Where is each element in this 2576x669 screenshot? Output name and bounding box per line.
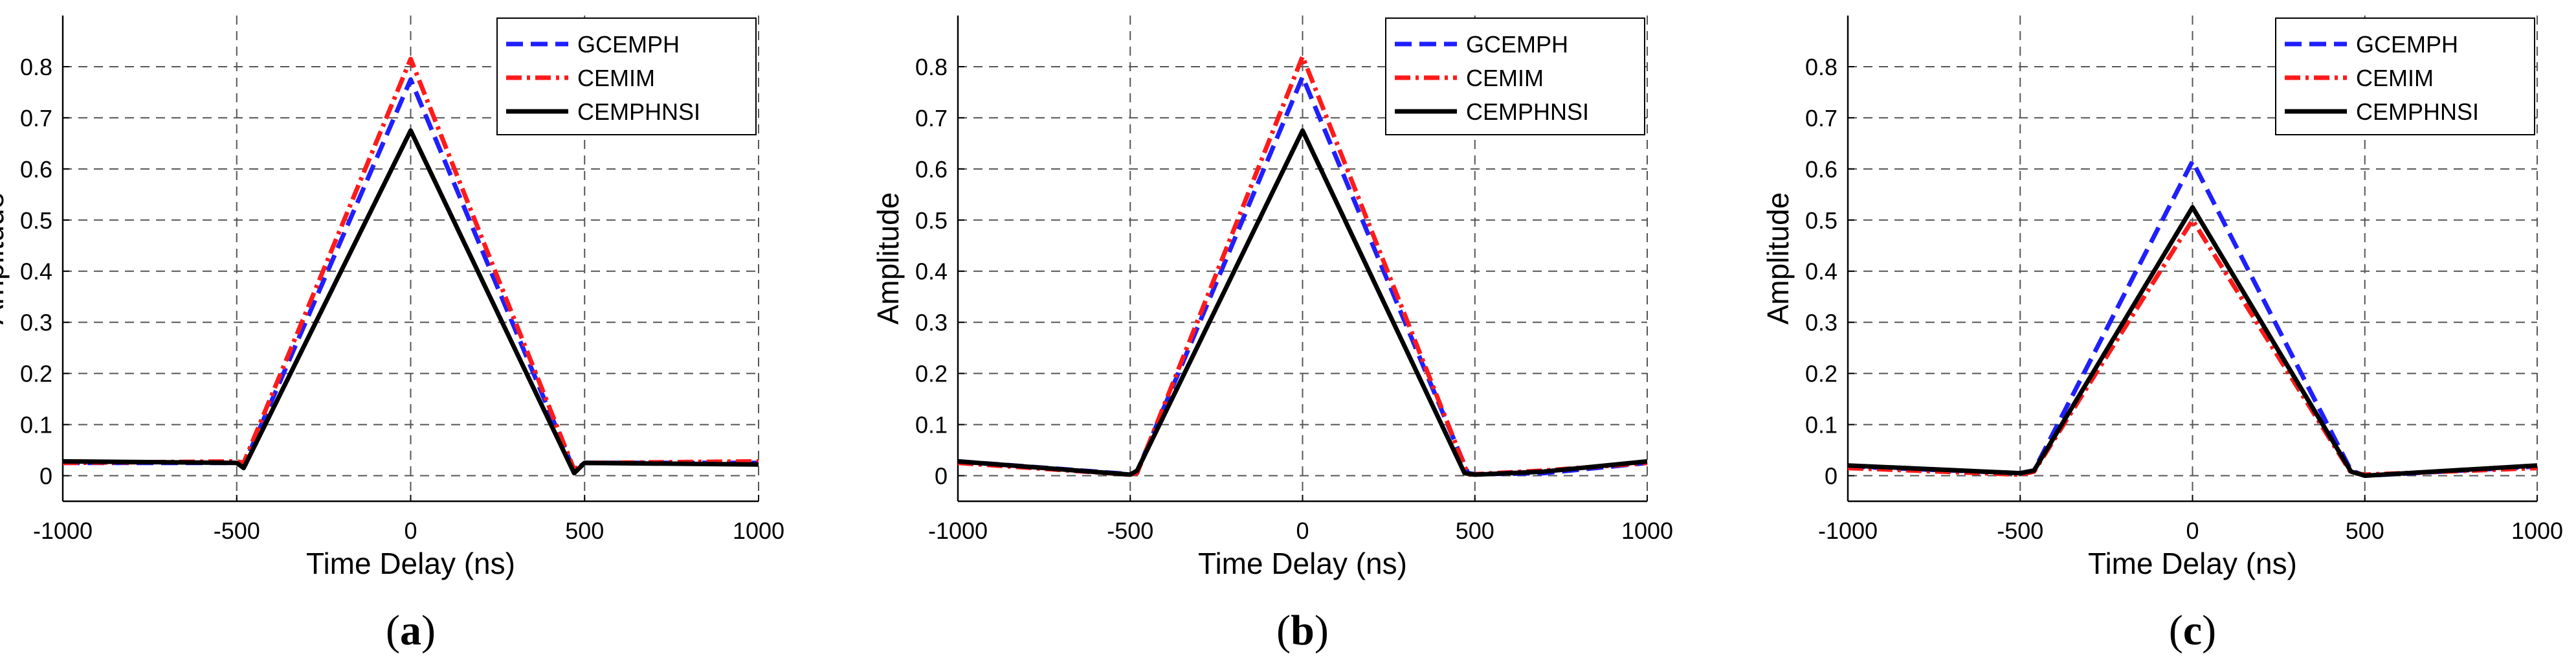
x-tick-label: 500 (1456, 517, 1494, 544)
x-tick-label: -1000 (33, 517, 93, 544)
panel-caption: (a) (386, 607, 436, 654)
x-axis-label: Time Delay (ns) (1198, 547, 1407, 580)
series-line-cemphnsi (62, 128, 759, 476)
y-tick-label: 0.7 (915, 105, 948, 131)
y-tick-label: 0.4 (1805, 258, 1838, 285)
y-tick-label: 0.5 (20, 207, 52, 234)
x-tick-label: 1000 (733, 517, 784, 544)
x-tick-label: 1000 (2511, 517, 2563, 544)
y-tick-label: 0 (935, 463, 948, 490)
legend: GCEMPH CEMIM CEMPHNSI (2275, 17, 2535, 135)
y-tick-label: 0.4 (20, 258, 52, 285)
y-tick-label: 0.2 (1805, 361, 1838, 387)
caption-letter: a (400, 607, 421, 654)
x-tick-label: -500 (1107, 517, 1153, 544)
x-axis-label: Time Delay (ns) (2088, 547, 2297, 580)
y-tick-label: 0.1 (20, 412, 52, 438)
legend-label-gcemph: GCEMPH (1466, 31, 1568, 58)
y-tick-label: 0.5 (915, 207, 948, 234)
caption-paren-open: ( (1276, 607, 1291, 654)
y-tick-label: 0.6 (1805, 156, 1838, 183)
y-tick-label: 0.8 (20, 54, 52, 80)
caption-paren-open: ( (2169, 607, 2183, 654)
x-tick-label: 0 (404, 517, 417, 544)
caption-paren-open: ( (386, 607, 400, 654)
x-tick-label: 0 (1296, 517, 1309, 544)
y-tick-label: 0.2 (915, 361, 948, 387)
legend-label-gcemph: GCEMPH (2356, 31, 2458, 58)
y-tick-label: 0.6 (915, 156, 948, 183)
legend-label-cemphnsi: CEMPHNSI (577, 98, 700, 125)
y-tick-label: 0.1 (1805, 412, 1838, 438)
x-tick-label: 0 (2186, 517, 2199, 544)
x-tick-label: 500 (2346, 517, 2384, 544)
y-tick-label: 0.4 (915, 258, 948, 285)
legend-label-cemphnsi: CEMPHNSI (1466, 98, 1589, 125)
y-tick-label: 0.3 (1805, 310, 1838, 336)
panel-caption: (b) (1276, 607, 1329, 654)
y-tick-label: 0.3 (20, 310, 52, 336)
series-line-cemphnsi (1847, 205, 2538, 478)
y-tick-label: 0.3 (915, 310, 948, 336)
chart-panel-a: -1000 -500 0 500 1000 0 0.1 0.2 0.3 0.4 0.5 0.6 0.7 0… (0, 16, 784, 654)
series-line-cemphnsi (957, 128, 1648, 477)
x-tick-label: -1000 (1818, 517, 1878, 544)
legend-label-cemphnsi: CEMPHNSI (2356, 98, 2479, 125)
x-tick-label: -500 (1997, 517, 2043, 544)
panel-caption: (c) (2169, 607, 2216, 654)
y-tick-label: 0.7 (20, 105, 52, 131)
caption-letter: c (2183, 607, 2202, 654)
x-tick-label: -1000 (928, 517, 988, 544)
chart-panel-c: -1000 -500 0 500 1000 0 0.1 0.2 0.3 0.4 0.5 0.6 0.7 0… (1761, 16, 2563, 654)
y-tick-label: 0 (1825, 463, 1838, 490)
legend: GCEMPH CEMIM CEMPHNSI (496, 17, 757, 135)
y-tick-label: 0.1 (915, 412, 948, 438)
y-tick-label: 0.6 (20, 156, 52, 183)
legend-label-cemim: CEMIM (1466, 65, 1544, 91)
caption-letter: b (1291, 607, 1315, 654)
y-tick-label: 0.7 (1805, 105, 1838, 131)
y-tick-label: 0.2 (20, 361, 52, 387)
x-tick-label: 500 (565, 517, 604, 544)
legend-label-cemim: CEMIM (2356, 65, 2434, 91)
legend-label-cemim: CEMIM (577, 65, 655, 91)
y-axis-label: Amplitude (1761, 192, 1795, 325)
x-axis-label: Time Delay (ns) (306, 547, 515, 580)
legend: GCEMPH CEMIM CEMPHNSI (1385, 17, 1645, 135)
chart-panel-b: -1000 -500 0 500 1000 0 0.1 0.2 0.3 0.4 0.5 0.6 0.7 0… (871, 16, 1673, 654)
y-axis-label: Amplitude (0, 192, 10, 325)
caption-paren-close: ) (1315, 607, 1329, 654)
y-tick-label: 0.5 (1805, 207, 1838, 234)
x-tick-label: -500 (214, 517, 260, 544)
y-tick-label: 0 (39, 463, 52, 490)
y-tick-label: 0.8 (1805, 54, 1838, 80)
caption-paren-close: ) (421, 607, 436, 654)
caption-paren-close: ) (2202, 607, 2216, 654)
legend-label-gcemph: GCEMPH (577, 31, 680, 58)
x-tick-label: 1000 (1621, 517, 1673, 544)
y-tick-label: 0.8 (915, 54, 948, 80)
y-axis-label: Amplitude (871, 192, 905, 325)
